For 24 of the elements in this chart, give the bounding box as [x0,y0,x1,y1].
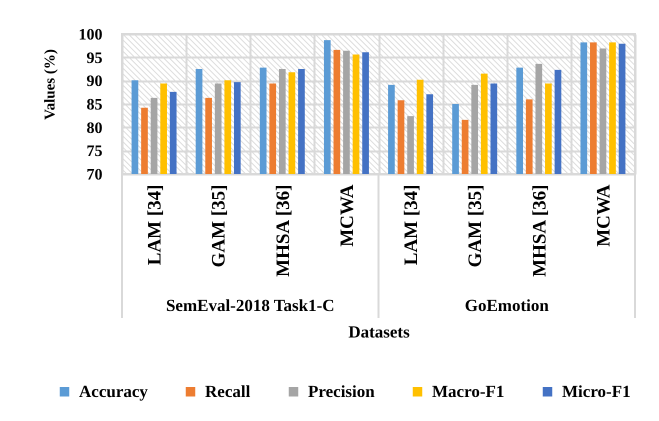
x-tick-label: GAM [35] [208,184,230,268]
y-tick-label: 80 [86,120,102,137]
x-tick-label: MCWA [336,184,358,247]
x-tick-label: MHSA [36] [529,184,550,277]
x-tick-label: MCWA [593,184,614,247]
x-tick-label: LAM [34] [144,184,166,266]
x-tick-label: LAM [34] [401,184,422,266]
text: GoEmotion [464,296,550,315]
x-tick-label: MHSA [36] [272,184,294,277]
legend-label: Precision [308,382,376,401]
x-tick-label: GAM [35] [465,184,486,268]
y-tick-label: 90 [86,73,102,90]
legend-label: Micro-F1 [562,382,631,401]
y-axis-title: Values (%) [42,49,58,120]
y-tick-label: 75 [86,143,102,160]
legend-label: Macro-F1 [432,382,504,401]
y-tick-label: 70 [86,166,102,184]
x-axis-title: Datasets [348,322,410,342]
y-tick-label: 95 [86,50,102,67]
y-tick-label: 100 [78,26,102,44]
legend-label: Recall [205,382,251,401]
legend-label: Accuracy [79,382,148,401]
text: SemEval-2018 Task1-C [166,296,335,315]
y-tick-label: 85 [86,96,102,114]
